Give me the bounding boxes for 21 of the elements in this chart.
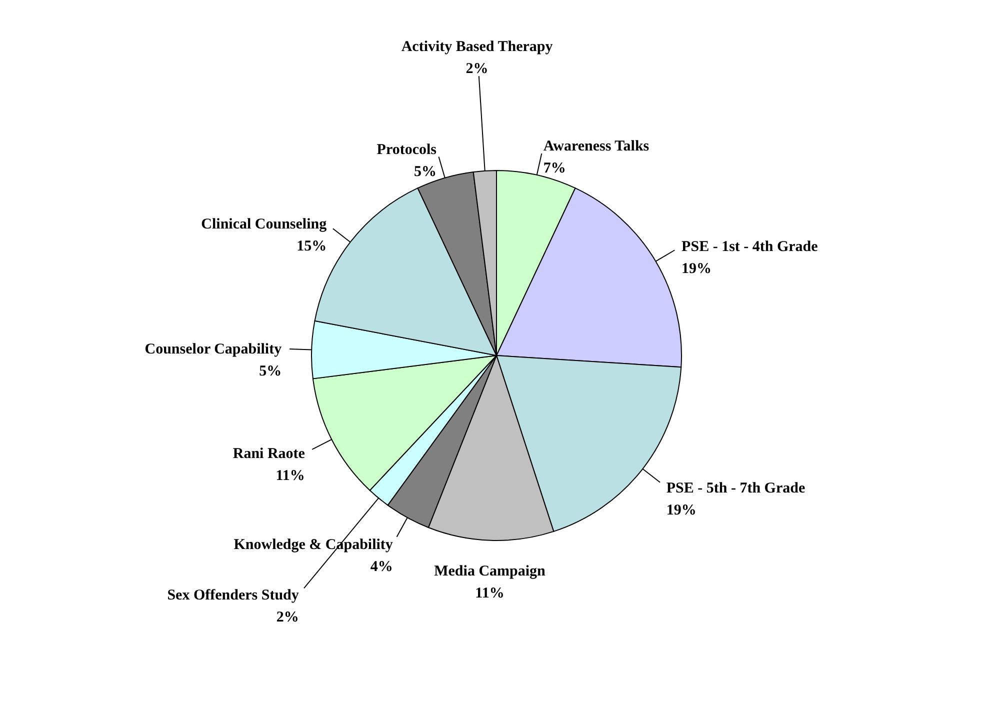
data-label: 5% bbox=[259, 364, 282, 380]
slice-label: Clinical Counseling bbox=[201, 216, 328, 233]
slice-label: PSE - 5th - 7th Grade bbox=[666, 480, 806, 496]
data-label: 11% bbox=[475, 585, 504, 602]
slice-label: Sex Offenders Study bbox=[167, 587, 300, 604]
data-label: 4% bbox=[370, 558, 393, 575]
data-label: 19% bbox=[666, 502, 696, 518]
slice-label: PSE - 1st - 4th Grade bbox=[682, 239, 818, 256]
data-label: 5% bbox=[414, 164, 437, 180]
slice-label: Protocols bbox=[376, 142, 437, 158]
slice-label: Counselor Capability bbox=[144, 342, 282, 358]
data-label: 7% bbox=[543, 160, 566, 177]
data-label: 11% bbox=[276, 468, 305, 484]
data-label: 15% bbox=[296, 238, 327, 255]
slice-label: Awareness Talks bbox=[543, 138, 650, 155]
slice-label: Activity Based Therapy bbox=[401, 39, 554, 56]
data-label: 2% bbox=[466, 61, 488, 78]
data-label: 2% bbox=[276, 609, 299, 626]
slice-label: Media Campaign bbox=[434, 563, 546, 580]
data-label: 19% bbox=[682, 261, 712, 278]
slice-label: Rani Raote bbox=[232, 446, 306, 462]
